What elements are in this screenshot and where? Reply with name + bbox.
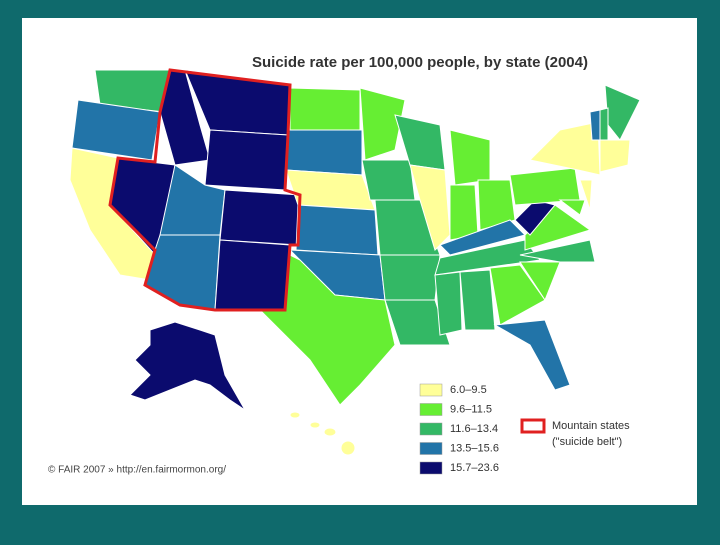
state <box>528 121 601 176</box>
state <box>361 159 416 201</box>
state <box>519 239 596 263</box>
mountain-outline <box>108 68 302 312</box>
map-title: Suicide rate per 100,000 people, by stat… <box>252 54 588 71</box>
legend-label: 9.6–11.5 <box>450 403 492 415</box>
legend-swatch <box>419 403 443 416</box>
state <box>434 271 463 336</box>
state <box>509 167 581 206</box>
state <box>384 299 451 346</box>
legend-swatch <box>419 442 443 455</box>
state <box>289 411 301 419</box>
state <box>340 440 356 456</box>
state <box>519 261 561 302</box>
state <box>379 254 441 301</box>
state <box>579 179 593 211</box>
outline-label: Mountain states <box>552 420 630 432</box>
state <box>359 87 406 161</box>
credit: © FAIR 2007 » http://en.fairmormon.org/ <box>48 465 226 476</box>
state <box>285 129 363 176</box>
state <box>295 204 379 256</box>
state <box>449 129 491 186</box>
state <box>514 199 556 236</box>
state <box>459 269 496 331</box>
outline-swatch <box>520 418 546 434</box>
legend-swatch <box>419 383 443 397</box>
state <box>214 239 291 311</box>
state <box>599 107 609 141</box>
state <box>323 427 337 437</box>
legend-swatch <box>419 461 443 475</box>
state <box>409 164 451 251</box>
outline-label: ("suicide belt") <box>552 436 622 448</box>
legend-swatch <box>419 422 443 436</box>
state <box>129 321 246 411</box>
state <box>289 87 361 131</box>
state <box>219 189 301 246</box>
state <box>309 421 321 429</box>
state <box>204 129 289 191</box>
legend-label: 15.7–23.6 <box>450 462 499 474</box>
legend-label: 11.6–13.4 <box>450 423 498 435</box>
state <box>434 239 541 276</box>
state <box>589 109 601 141</box>
legend: 6.0–9.5 9.6–11.5 11.6–13.4 13.5–15.6 15.7–23… <box>419 383 499 475</box>
state <box>493 319 571 391</box>
state <box>558 199 586 216</box>
legend-label: 13.5–15.6 <box>450 442 499 454</box>
legend-label: 6.0–9.5 <box>450 384 487 396</box>
state <box>71 99 161 161</box>
state <box>599 139 631 173</box>
state <box>449 184 479 241</box>
